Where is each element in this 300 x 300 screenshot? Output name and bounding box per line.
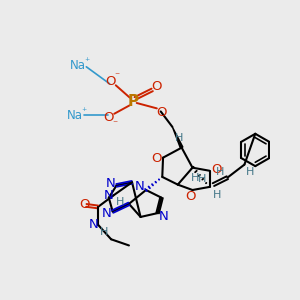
Text: N: N <box>88 218 98 231</box>
Text: O: O <box>103 111 114 124</box>
Text: N: N <box>106 177 115 190</box>
Text: N: N <box>159 210 169 223</box>
Text: N: N <box>102 207 111 220</box>
Text: ⁻: ⁻ <box>112 119 118 129</box>
Text: ⁻: ⁻ <box>114 71 119 81</box>
Text: H: H <box>175 134 184 143</box>
Text: Na: Na <box>70 59 86 72</box>
Text: ⁺: ⁺ <box>85 57 90 67</box>
Text: N: N <box>135 180 145 193</box>
Text: H: H <box>216 167 225 176</box>
Text: Na: Na <box>67 109 83 122</box>
Polygon shape <box>172 127 183 148</box>
Text: ⁺: ⁺ <box>81 107 87 117</box>
Text: O: O <box>151 152 161 165</box>
Text: O: O <box>80 198 90 211</box>
Text: H: H <box>213 190 221 200</box>
Text: O: O <box>105 75 116 88</box>
Text: H: H <box>100 226 108 237</box>
Text: H: H <box>246 167 254 176</box>
Text: H: H <box>198 174 206 184</box>
Text: N: N <box>104 189 114 202</box>
Text: O: O <box>152 80 162 93</box>
Text: H: H <box>116 197 124 207</box>
Text: O: O <box>156 106 167 119</box>
Text: O: O <box>186 190 196 203</box>
Text: O: O <box>211 164 222 176</box>
Text: H: H <box>190 173 199 184</box>
Text: P: P <box>127 94 138 109</box>
